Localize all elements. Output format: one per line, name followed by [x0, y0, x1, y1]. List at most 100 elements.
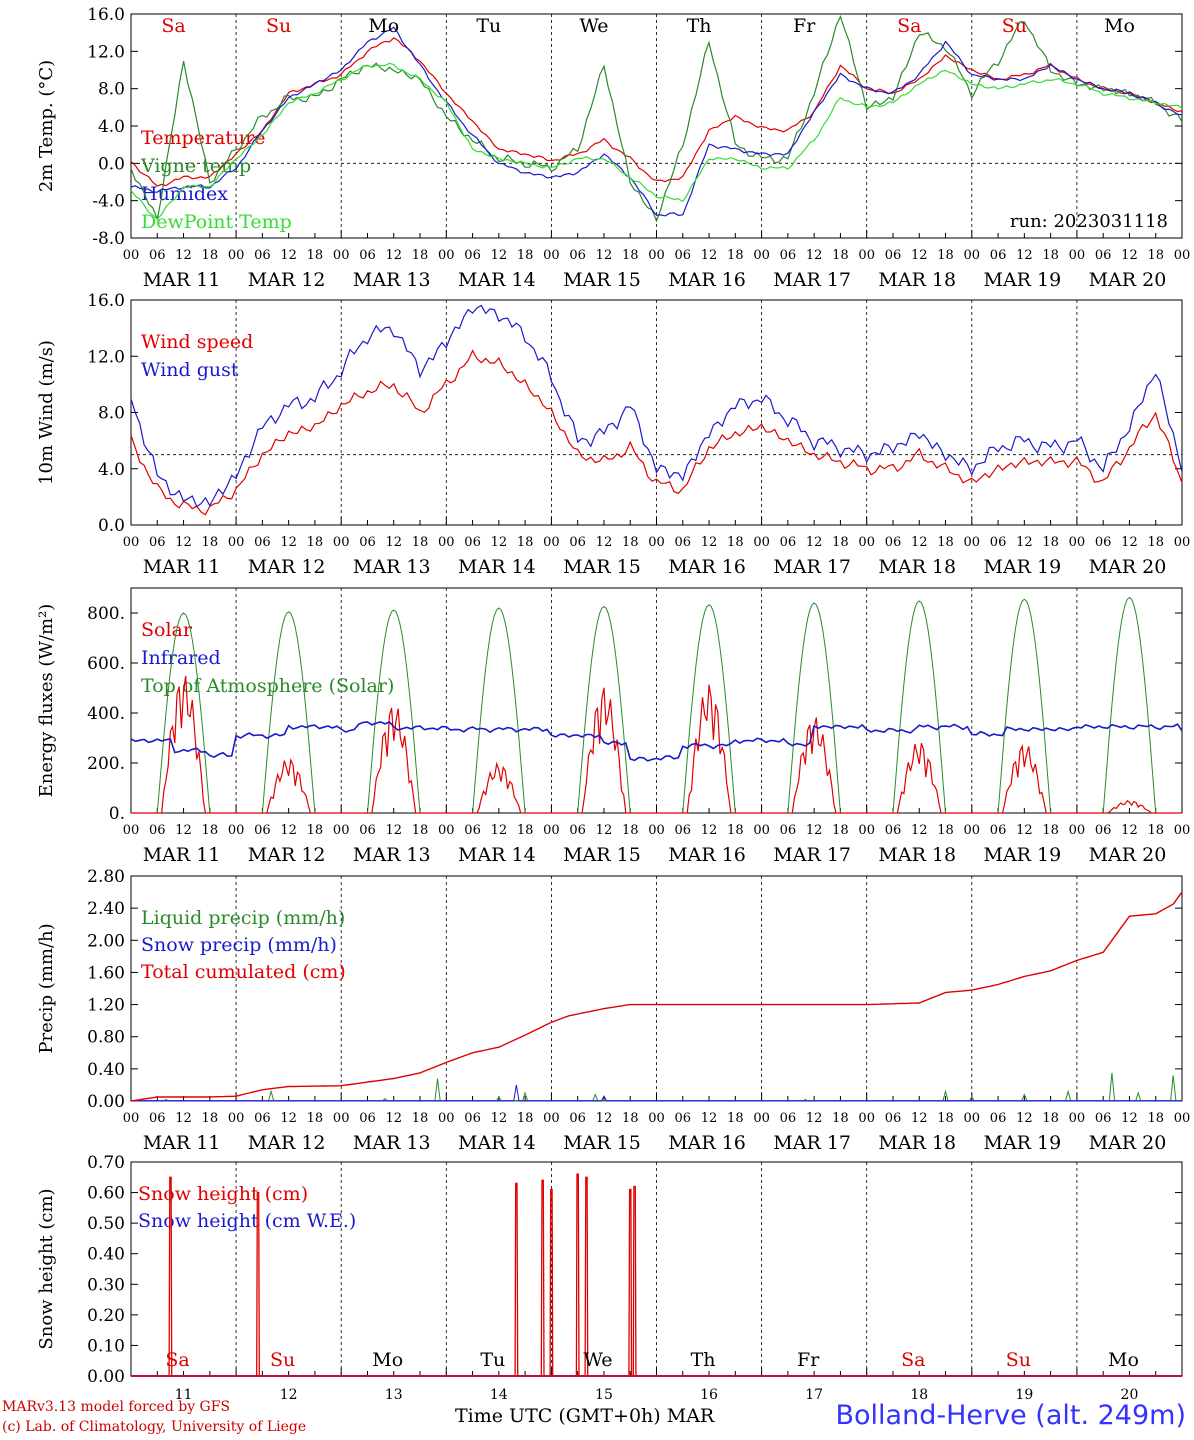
x-hour-label: 18: [202, 1111, 219, 1126]
x-hour-label: 12: [280, 248, 297, 263]
lab-credit: (c) Lab. of Climatology, University of L…: [2, 1419, 307, 1435]
x-hour-label: 06: [780, 1111, 797, 1126]
x-hour-label: 18: [832, 1111, 849, 1126]
weekday-label: Fr: [793, 15, 816, 37]
x-date-label: MAR 16: [668, 1132, 746, 1154]
x-hour-label: 00: [543, 823, 560, 838]
x-hour-label: 00: [228, 248, 245, 263]
x-hour-label: 12: [596, 535, 613, 550]
x-hour-label: 00: [753, 1111, 770, 1126]
y-tick-label: 0.30: [87, 1275, 125, 1295]
x-hour-label: 18: [832, 823, 849, 838]
x-hour-label: 06: [885, 823, 902, 838]
x-hour-label: 12: [385, 535, 402, 550]
x-hour-label: 00: [858, 248, 875, 263]
weekday-label: We: [579, 15, 608, 37]
legend-entry: Liquid precip (mm/h): [141, 907, 345, 929]
x-hour-label: 18: [832, 248, 849, 263]
y-tick-label: 0.10: [87, 1336, 125, 1356]
x-date-label: MAR 12: [248, 1132, 326, 1154]
x-hour-label: 00: [228, 1111, 245, 1126]
x-date-label: MAR 13: [353, 844, 431, 866]
weekday-label: Su: [1006, 1349, 1031, 1371]
x-hour-label: 18: [1147, 248, 1164, 263]
x-hour-label: 18: [517, 248, 534, 263]
x-hour-label: 06: [569, 535, 586, 550]
legend-entry: Snow precip (mm/h): [141, 934, 337, 956]
x-hour-label: 12: [1016, 535, 1033, 550]
x-hour-label: 06: [675, 1111, 692, 1126]
x-hour-label: 00: [438, 248, 455, 263]
x-date-label: MAR 14: [458, 556, 536, 578]
legend-entry: Snow height (cm W.E.): [138, 1210, 356, 1232]
y-tick-label: 0.00: [87, 1367, 125, 1387]
x-hour-label: 00: [753, 535, 770, 550]
x-date-label: MAR 16: [668, 844, 746, 866]
y-tick-label: 0.00: [87, 1092, 125, 1112]
x-date-label: MAR 18: [878, 844, 956, 866]
x-hour-label: 18: [937, 823, 954, 838]
x-hour-label: 12: [175, 535, 192, 550]
x-date-label: MAR 14: [458, 1132, 536, 1154]
x-hour-label: 18: [307, 823, 324, 838]
x-hour-label: 00: [543, 535, 560, 550]
x-hour-label: 12: [701, 823, 718, 838]
x-hour-label: 18: [517, 1111, 534, 1126]
x-date-label: MAR 11: [143, 556, 221, 578]
x-hour-label: 12: [491, 248, 508, 263]
x-hour-label: 18: [622, 535, 639, 550]
y-tick-label: 0.20: [87, 1306, 125, 1326]
x-date-label: MAR 11: [143, 1132, 221, 1154]
x-hour-label: 18: [202, 248, 219, 263]
x-hour-label: 18: [1042, 535, 1059, 550]
x-hour-label: 00: [1069, 535, 1086, 550]
x-hour-label: 12: [175, 1111, 192, 1126]
x-hour-label: 06: [149, 823, 166, 838]
series-line: [130, 62, 1183, 221]
weekday-label: Sa: [901, 1349, 925, 1371]
x-hour-label: 00: [964, 535, 981, 550]
x-hour-label: 06: [885, 535, 902, 550]
x-hour-label: 18: [1147, 1111, 1164, 1126]
series-line: [131, 1084, 1182, 1102]
y-tick-label: 4.0: [98, 117, 125, 137]
x-hour-label: 06: [359, 1111, 376, 1126]
y-axis-label: Energy fluxes (W/m²): [36, 604, 57, 798]
x-hour-label: 18: [727, 535, 744, 550]
x-hour-label: 18: [202, 535, 219, 550]
x-hour-label: 06: [569, 823, 586, 838]
x-hour-label: 12: [1016, 1111, 1033, 1126]
weekday-label: Sa: [897, 15, 921, 37]
y-tick-label: 0.40: [87, 1245, 125, 1265]
x-hour-label: 18: [412, 1111, 429, 1126]
x-date-label: MAR 12: [248, 269, 326, 291]
x-hour-label: 06: [675, 535, 692, 550]
x-date-label: MAR 18: [878, 269, 956, 291]
y-axis-label: 2m Temp. (°C): [36, 60, 57, 192]
x-hour-label: 18: [307, 535, 324, 550]
x-hour-label: 12: [1016, 823, 1033, 838]
x-hour-label: 06: [254, 535, 271, 550]
weekday-label: Sa: [165, 1349, 189, 1371]
y-tick-label: 0.80: [87, 1028, 125, 1048]
weekday-label: Tu: [476, 15, 501, 37]
x-date-label: MAR 17: [773, 556, 851, 578]
x-day-label: 14: [490, 1387, 508, 1400]
x-day-label: 20: [1121, 1387, 1139, 1400]
x-hour-label: 00: [228, 535, 245, 550]
x-hour-label: 12: [596, 248, 613, 263]
y-tick-label: 8.0: [98, 404, 125, 424]
x-date-label: MAR 17: [773, 269, 851, 291]
x-day-label: 11: [175, 1387, 193, 1400]
x-day-label: 17: [805, 1387, 823, 1400]
time-axis-title: Time UTC (GMT+0h) MAR: [455, 1405, 714, 1427]
y-tick-label: -8.0: [92, 229, 125, 249]
x-hour-label: 00: [964, 1111, 981, 1126]
x-hour-label: 06: [149, 1111, 166, 1126]
x-hour-label: 00: [333, 823, 350, 838]
y-tick-label: 0.0: [98, 516, 125, 536]
y-tick-label: 1.20: [87, 996, 125, 1016]
y-tick-label: 2.00: [87, 931, 125, 951]
x-date-label: MAR 20: [1089, 844, 1167, 866]
x-hour-label: 18: [307, 1111, 324, 1126]
